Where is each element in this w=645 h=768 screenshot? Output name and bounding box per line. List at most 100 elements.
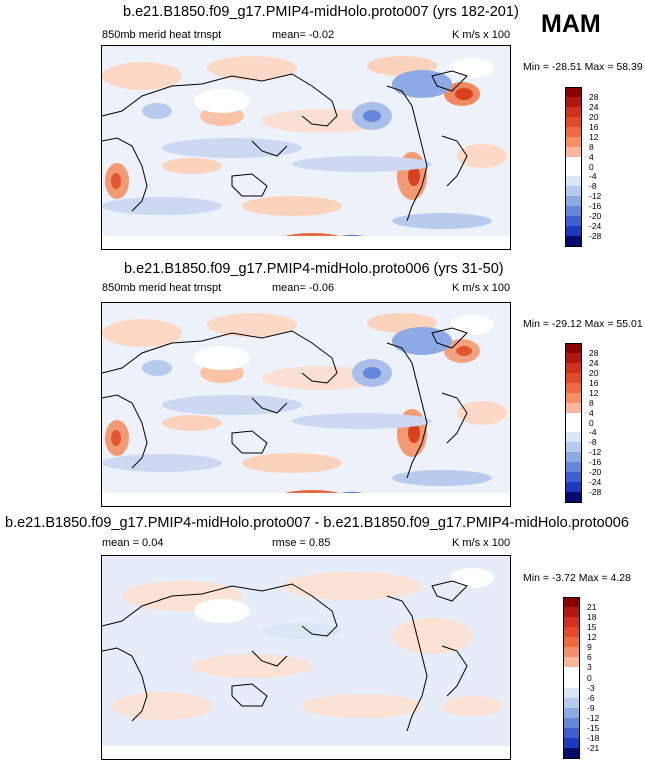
panel-2-title: b.e21.B1850.f09_g17.PMIP4-midHolo.proto0… xyxy=(124,261,504,277)
colorbar-swatch xyxy=(565,472,582,483)
colorbar-label: -28 xyxy=(589,231,602,242)
colorbar-swatch xyxy=(565,372,582,384)
colorbar-swatch xyxy=(565,442,582,453)
colorbar-swatch xyxy=(565,422,582,433)
panel-2-mean-label: mean= -0.06 xyxy=(272,282,335,294)
colorbar-label: 28 xyxy=(589,91,599,102)
colorbar-swatch xyxy=(565,462,582,473)
colorbar-label: -28 xyxy=(589,487,602,498)
colorbar-swatch xyxy=(563,717,580,729)
panel-3-rmse-label: rmse = 0.85 xyxy=(272,537,331,549)
colorbar-label: -8 xyxy=(589,181,597,192)
colorbar-swatch xyxy=(565,226,582,237)
colorbar-label: -4 xyxy=(589,427,597,438)
panel-2-colorbar: 28 24 20 16 12 8 4 0 -4 -8 -12 -16 -20 -24 -28 xyxy=(565,343,625,503)
colorbar-label: 18 xyxy=(587,612,597,623)
colorbar-swatch xyxy=(563,737,580,749)
panel-1-title: b.e21.B1850.f09_g17.PMIP4-midHolo.proto0… xyxy=(123,4,519,20)
colorbar-label: -8 xyxy=(589,437,597,448)
colorbar-swatch xyxy=(565,156,582,167)
colorbar-label: -3 xyxy=(587,682,595,693)
colorbar-label: 24 xyxy=(589,357,599,368)
colorbar-swatch xyxy=(565,166,582,177)
colorbar-swatch xyxy=(565,126,582,138)
colorbar-swatch xyxy=(563,747,580,759)
colorbar-swatch xyxy=(565,236,582,247)
panel-2-units-label: K m/s x 100 xyxy=(452,282,511,294)
colorbar-swatch xyxy=(565,392,582,404)
colorbar-swatch xyxy=(565,362,582,374)
colorbar-label: -4 xyxy=(589,171,597,182)
panel-2-variable-label: 850mb merid heat trnspt xyxy=(102,282,222,294)
colorbar-swatch xyxy=(565,216,582,227)
colorbar-label: 0 xyxy=(587,672,592,683)
colorbar-label: 20 xyxy=(589,111,599,122)
colorbar-swatch xyxy=(563,727,580,739)
colorbar-label: 9 xyxy=(587,642,592,653)
colorbar-label: -6 xyxy=(587,692,595,703)
colorbar-swatch xyxy=(565,136,582,148)
colorbar-label: 24 xyxy=(589,101,599,112)
panel-3-map xyxy=(101,555,511,760)
colorbar-swatch xyxy=(563,697,580,709)
colorbar-label: -12 xyxy=(589,191,602,202)
colorbar-swatch xyxy=(565,186,582,197)
colorbar-label: -16 xyxy=(589,457,602,468)
panel-1-map xyxy=(101,45,511,250)
colorbar-label: 0 xyxy=(589,161,594,172)
colorbar-swatch xyxy=(565,412,582,423)
colorbar-label: 6 xyxy=(587,652,592,663)
panel-2-minmax: Min = -29.12 Max = 55.01 xyxy=(523,318,643,330)
colorbar-label: -12 xyxy=(589,447,602,458)
panel-3-mean-label: mean = 0.04 xyxy=(102,537,164,549)
colorbar-label: 8 xyxy=(589,141,594,152)
colorbar-swatch xyxy=(563,647,580,658)
colorbar-label: 4 xyxy=(589,151,594,162)
colorbar-label: 20 xyxy=(589,367,599,378)
colorbar-label: 16 xyxy=(589,121,599,132)
colorbar-swatch xyxy=(563,607,580,618)
colorbar-swatch xyxy=(565,402,582,414)
colorbar-label: -20 xyxy=(589,211,602,222)
colorbar-swatch xyxy=(563,687,580,699)
panel-1-mean-label: mean= -0.02 xyxy=(272,29,335,41)
colorbar-swatch xyxy=(563,597,580,608)
panel-1-colorbar: 28 24 20 16 12 8 4 0 -4 -8 -12 -16 -20 -24 -28 xyxy=(565,87,625,247)
colorbar-label: -21 xyxy=(587,742,600,753)
colorbar-label: -20 xyxy=(589,467,602,478)
colorbar-swatch xyxy=(565,492,582,503)
colorbar-swatch xyxy=(565,96,582,108)
colorbar-swatch xyxy=(563,627,580,638)
colorbar-swatch xyxy=(563,617,580,628)
colorbar-label: 3 xyxy=(587,662,592,673)
colorbar-label: 0 xyxy=(589,417,594,428)
panel-2-map xyxy=(101,302,511,507)
colorbar-swatch xyxy=(565,382,582,394)
colorbar-swatch xyxy=(565,146,582,158)
colorbar-label: 21 xyxy=(587,602,597,613)
colorbar-swatch xyxy=(565,432,582,443)
colorbar-label: 12 xyxy=(587,632,597,643)
panel-3-minmax: Min = -3.72 Max = 4.28 xyxy=(523,572,631,584)
panel-3-units-label: K m/s x 100 xyxy=(452,537,511,549)
colorbar-swatch xyxy=(565,106,582,118)
colorbar-label: 16 xyxy=(589,377,599,388)
colorbar-label: -24 xyxy=(589,221,602,232)
colorbar-swatch xyxy=(565,206,582,217)
panel-3-title: b.e21.B1850.f09_g17.PMIP4-midHolo.proto0… xyxy=(5,515,629,531)
colorbar-label: 8 xyxy=(589,397,594,408)
colorbar-label: 15 xyxy=(587,622,597,633)
colorbar-swatch xyxy=(563,677,580,689)
panel-1-minmax: Min = -28.51 Max = 58.39 xyxy=(523,61,643,73)
colorbar-label: 28 xyxy=(589,347,599,358)
colorbar-swatch xyxy=(565,87,582,98)
colorbar-label: 12 xyxy=(589,131,599,142)
colorbar-label: -12 xyxy=(587,712,600,723)
colorbar-label: -15 xyxy=(587,722,600,733)
colorbar-label: -18 xyxy=(587,732,600,743)
colorbar-swatch xyxy=(565,176,582,187)
colorbar-swatch xyxy=(563,707,580,719)
colorbar-label: -9 xyxy=(587,702,595,713)
colorbar-swatch xyxy=(565,196,582,207)
colorbar-swatch xyxy=(563,667,580,678)
